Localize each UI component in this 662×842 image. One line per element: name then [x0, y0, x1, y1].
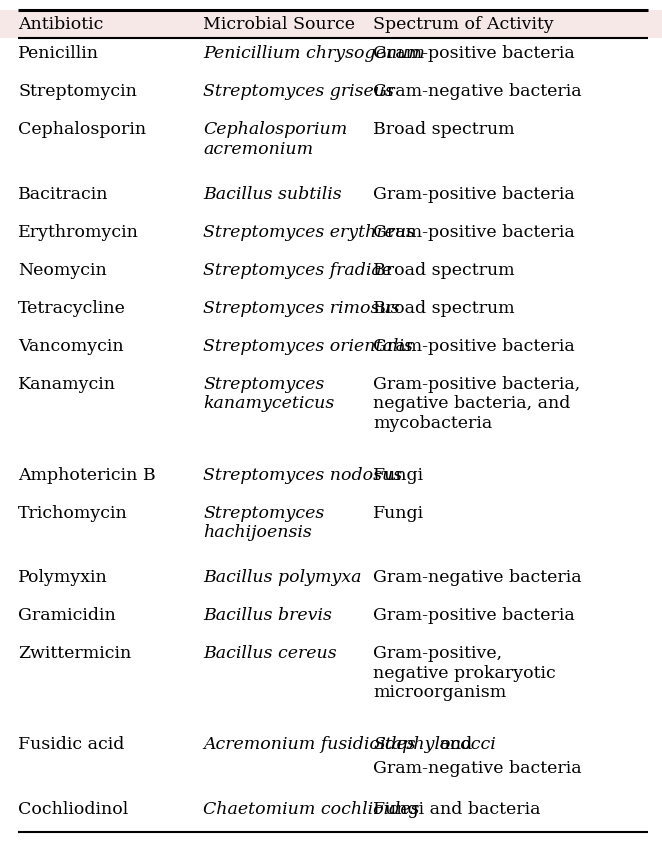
Text: Spectrum of Activity: Spectrum of Activity: [373, 16, 553, 33]
Text: Gram-positive bacteria: Gram-positive bacteria: [373, 45, 575, 62]
Text: Gramicidin: Gramicidin: [18, 607, 116, 624]
Text: Cephalosporin: Cephalosporin: [18, 121, 146, 138]
Text: Streptomyces orientalis: Streptomyces orientalis: [203, 338, 412, 354]
Text: Gram-positive bacteria: Gram-positive bacteria: [373, 338, 575, 354]
Text: Gram-positive bacteria,
negative bacteria, and
mycobacteria: Gram-positive bacteria, negative bacteri…: [373, 376, 581, 432]
Text: Streptomycin: Streptomycin: [18, 83, 137, 100]
Text: Erythromycin: Erythromycin: [18, 224, 139, 241]
Text: Cochliodinol: Cochliodinol: [18, 801, 128, 818]
Text: Polymyxin: Polymyxin: [18, 569, 108, 586]
Text: Streptomyces
kanamyceticus: Streptomyces kanamyceticus: [203, 376, 334, 413]
Text: Fungi and bacteria: Fungi and bacteria: [373, 801, 540, 818]
Text: Cephalosporium
acremonium: Cephalosporium acremonium: [203, 121, 348, 157]
Text: Gram-positive bacteria: Gram-positive bacteria: [373, 224, 575, 241]
Text: Penicillium chrysogenum: Penicillium chrysogenum: [203, 45, 425, 62]
Text: Streptomyces
hachijoensis: Streptomyces hachijoensis: [203, 504, 324, 541]
Text: Gram-negative bacteria: Gram-negative bacteria: [373, 759, 582, 777]
Text: Bacillus polymyxa: Bacillus polymyxa: [203, 569, 361, 586]
Text: and: and: [434, 736, 472, 754]
Text: Bacillus subtilis: Bacillus subtilis: [203, 186, 342, 203]
Text: Bacillus cereus: Bacillus cereus: [203, 645, 336, 662]
Text: Microbial Source: Microbial Source: [203, 16, 355, 33]
Text: Kanamycin: Kanamycin: [18, 376, 116, 392]
Text: Streptomyces griseus: Streptomyces griseus: [203, 83, 394, 100]
Text: Penicillin: Penicillin: [18, 45, 99, 62]
Text: Amphotericin B: Amphotericin B: [18, 466, 156, 484]
Text: Gram-negative bacteria: Gram-negative bacteria: [373, 569, 582, 586]
Text: Fusidic acid: Fusidic acid: [18, 736, 124, 754]
Text: Gram-positive bacteria: Gram-positive bacteria: [373, 607, 575, 624]
Text: Acremonium fusidioides: Acremonium fusidioides: [203, 736, 416, 754]
Text: Fungi: Fungi: [373, 504, 424, 522]
Text: Vancomycin: Vancomycin: [18, 338, 124, 354]
Text: Streptomyces fradiae: Streptomyces fradiae: [203, 262, 392, 279]
Text: Broad spectrum: Broad spectrum: [373, 262, 514, 279]
Text: Tetracycline: Tetracycline: [18, 300, 126, 317]
Text: Chaetomium cochlioides: Chaetomium cochlioides: [203, 801, 419, 818]
Text: Zwittermicin: Zwittermicin: [18, 645, 131, 662]
Text: Broad spectrum: Broad spectrum: [373, 300, 514, 317]
Text: Antibiotic: Antibiotic: [18, 16, 103, 33]
Text: Broad spectrum: Broad spectrum: [373, 121, 514, 138]
Text: Streptomyces nodosus: Streptomyces nodosus: [203, 466, 402, 484]
Text: Gram-positive,
negative prokaryotic
microorganism: Gram-positive, negative prokaryotic micr…: [373, 645, 556, 701]
Text: Bacillus brevis: Bacillus brevis: [203, 607, 332, 624]
Text: Gram-positive bacteria: Gram-positive bacteria: [373, 186, 575, 203]
Text: Trichomycin: Trichomycin: [18, 504, 128, 522]
Text: Staphylococci: Staphylococci: [373, 736, 496, 754]
Text: Streptomyces erythreus: Streptomyces erythreus: [203, 224, 415, 241]
Bar: [0, 10, 662, 39]
Text: Streptomyces rimosus: Streptomyces rimosus: [203, 300, 399, 317]
Text: Bacitracin: Bacitracin: [18, 186, 109, 203]
Text: Fungi: Fungi: [373, 466, 424, 484]
Text: Gram-negative bacteria: Gram-negative bacteria: [373, 83, 582, 100]
Text: Neomycin: Neomycin: [18, 262, 107, 279]
